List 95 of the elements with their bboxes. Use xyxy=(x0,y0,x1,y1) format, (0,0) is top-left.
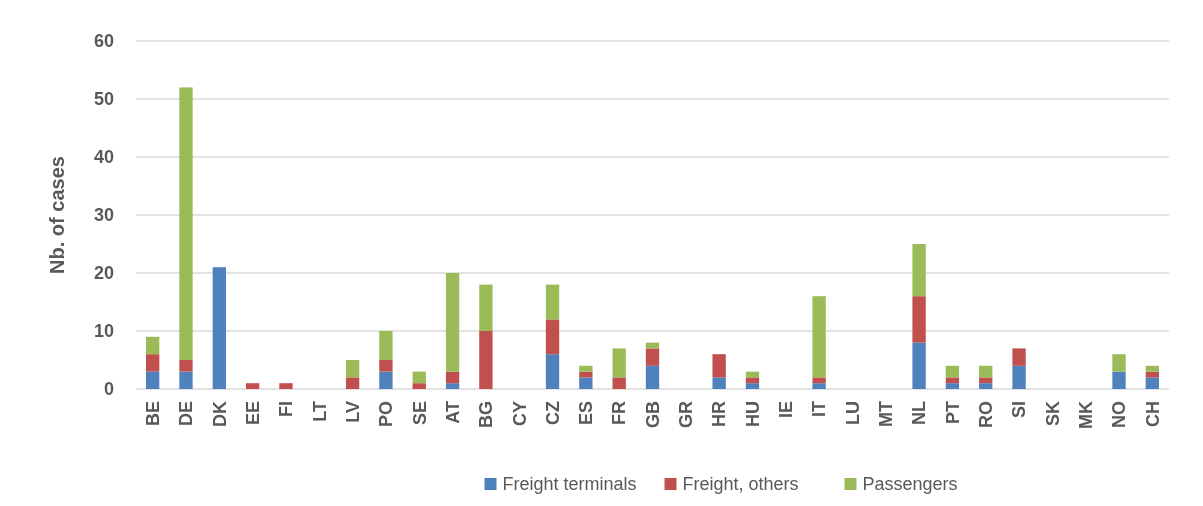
y-tick-label: 50 xyxy=(93,89,114,110)
x-tick-label: GB xyxy=(642,401,663,428)
bar xyxy=(745,383,760,389)
bar xyxy=(146,354,160,372)
bar xyxy=(379,360,393,372)
x-tick-label: MK xyxy=(1075,401,1096,429)
bar xyxy=(912,296,926,343)
x-tick-label: CY xyxy=(509,401,530,427)
bar xyxy=(579,377,593,389)
x-tick-label: PO xyxy=(376,401,397,428)
bar xyxy=(445,383,460,389)
x-tick-label: AT xyxy=(442,401,463,424)
y-tick-label: 40 xyxy=(93,147,114,168)
bar xyxy=(179,87,193,360)
bar xyxy=(579,365,593,372)
bar xyxy=(445,371,460,384)
bar xyxy=(179,371,193,389)
bar xyxy=(812,296,826,378)
x-tick-label: IE xyxy=(776,401,797,419)
bar xyxy=(545,354,560,389)
x-tick-label: ES xyxy=(576,401,597,426)
bar xyxy=(645,365,660,389)
x-tick-label: LV xyxy=(342,401,363,423)
bar xyxy=(979,377,993,384)
bar xyxy=(212,267,226,389)
bar xyxy=(179,360,193,372)
bar xyxy=(612,348,626,378)
x-tick-label: SI xyxy=(1009,401,1030,419)
bar xyxy=(279,383,293,389)
x-tick-label: MT xyxy=(876,401,897,427)
y-tick-label: 10 xyxy=(93,321,114,342)
bar xyxy=(745,377,760,384)
bar xyxy=(1012,365,1026,389)
y-tick-label: 60 xyxy=(93,31,114,52)
x-tick-label: IT xyxy=(809,401,830,417)
bar xyxy=(612,377,626,389)
x-tick-label: FR xyxy=(609,401,630,425)
bar xyxy=(579,371,593,378)
x-tick-label: RO xyxy=(976,401,997,428)
x-tick-label: SE xyxy=(409,401,430,426)
x-tick-label: SK xyxy=(1042,401,1063,427)
bar xyxy=(945,365,960,378)
bar xyxy=(345,360,360,378)
bar xyxy=(379,331,393,360)
bar xyxy=(345,377,360,389)
bar xyxy=(712,354,726,378)
y-tick-label: 0 xyxy=(103,379,114,400)
bar xyxy=(445,273,460,372)
bar xyxy=(945,383,960,389)
bar xyxy=(645,348,660,366)
bar xyxy=(479,284,493,331)
x-tick-label: DE xyxy=(176,401,197,427)
bar xyxy=(412,383,426,389)
x-tick-label: NO xyxy=(1109,401,1130,428)
legend-label: Passengers xyxy=(862,474,958,495)
y-tick-label: 30 xyxy=(93,205,114,226)
x-tick-label: BG xyxy=(476,401,497,428)
bar xyxy=(245,383,260,389)
bar xyxy=(812,383,826,389)
bar xyxy=(979,383,993,389)
x-tick-label: GR xyxy=(676,401,697,428)
bar xyxy=(812,377,826,384)
bar xyxy=(545,284,560,320)
x-tick-label: FI xyxy=(276,401,297,417)
bar xyxy=(1112,371,1126,389)
bar xyxy=(1112,354,1126,372)
legend-label: Freight, others xyxy=(682,474,799,495)
bar xyxy=(379,371,393,389)
x-tick-label: LT xyxy=(309,401,330,422)
bar xyxy=(412,371,426,384)
bar xyxy=(712,377,726,389)
bar xyxy=(146,336,160,355)
x-tick-label: LU xyxy=(842,401,863,425)
x-tick-label: HU xyxy=(742,401,763,427)
legend-label: Freight terminals xyxy=(502,474,637,495)
x-tick-label: CZ xyxy=(542,401,563,425)
x-tick-label: PT xyxy=(942,401,963,425)
x-tick-label: EE xyxy=(242,401,263,426)
bar xyxy=(1145,365,1159,372)
bar xyxy=(945,377,960,384)
bar xyxy=(479,331,493,389)
bar xyxy=(1145,377,1159,389)
bar xyxy=(545,319,560,355)
x-tick-label: HR xyxy=(709,401,730,427)
y-axis-title: Nb. of cases xyxy=(46,156,68,274)
x-tick-label: BE xyxy=(142,401,163,427)
x-tick-label: DK xyxy=(209,401,230,427)
y-tick-label: 20 xyxy=(93,263,114,284)
bar xyxy=(912,342,926,389)
bar xyxy=(1012,348,1026,366)
bar xyxy=(912,244,926,297)
x-tick-label: NL xyxy=(909,401,930,425)
bar xyxy=(979,365,993,378)
bar xyxy=(146,371,160,389)
x-tick-label: CH xyxy=(1142,401,1163,427)
